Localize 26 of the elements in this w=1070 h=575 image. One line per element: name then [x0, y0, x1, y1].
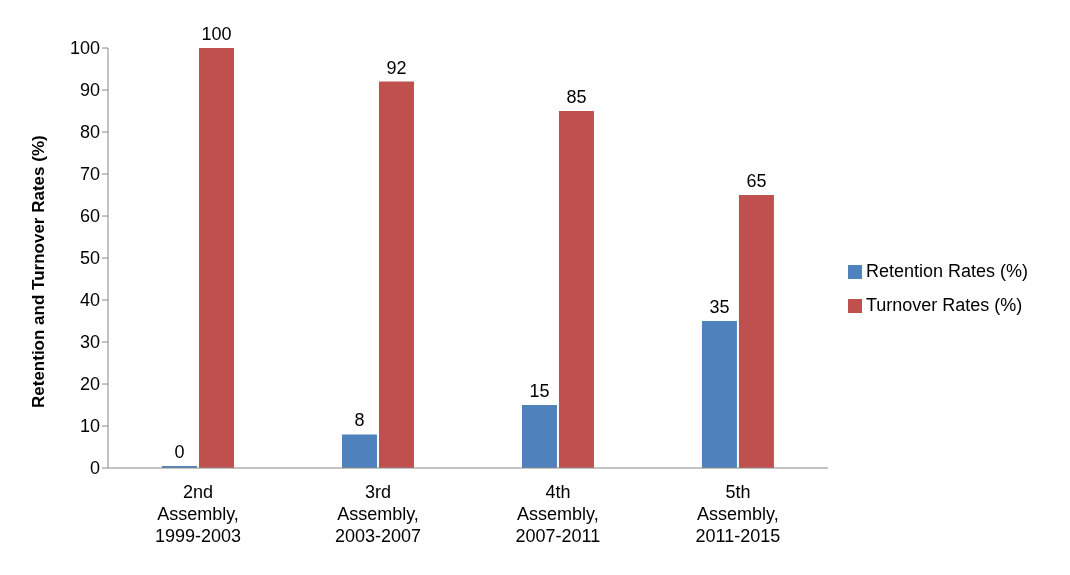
data-label: 100 — [201, 24, 232, 44]
data-label: 15 — [529, 381, 550, 401]
x-tick-label: 2nd Assembly, 1999-2003 — [154, 482, 242, 546]
data-label: 65 — [746, 171, 767, 191]
data-label: 35 — [709, 297, 730, 317]
y-tick-label: 60 — [79, 206, 100, 227]
y-tick-label: 30 — [79, 332, 100, 353]
y-tick-label: 70 — [79, 164, 100, 185]
y-tick-label: 50 — [79, 248, 100, 269]
y-tick-label: 0 — [89, 458, 100, 479]
x-tick-label: 3rd Assembly, 2003-2007 — [334, 482, 422, 546]
legend-label: Turnover Rates (%) — [865, 295, 1023, 315]
y-tick-label: 10 — [79, 416, 100, 437]
legend-label: Retention Rates (%) — [865, 261, 1028, 281]
data-label: 92 — [386, 57, 407, 78]
y-axis-title: Retention and Turnover Rates (%) — [29, 135, 49, 408]
y-tick-label: 20 — [79, 374, 100, 395]
x-tick-label: 4th Assembly, 2007-2011 — [515, 482, 601, 546]
y-tick-label: 100 — [69, 38, 100, 59]
y-tick-label: 80 — [79, 122, 100, 143]
data-label: 8 — [354, 410, 365, 431]
x-tick-label: 5th Assembly, 2011-2015 — [695, 482, 781, 546]
y-tick-label: 40 — [79, 290, 100, 311]
data-label: 0 — [174, 442, 185, 462]
data-label: 85 — [566, 87, 587, 107]
y-tick-label: 90 — [79, 80, 100, 101]
